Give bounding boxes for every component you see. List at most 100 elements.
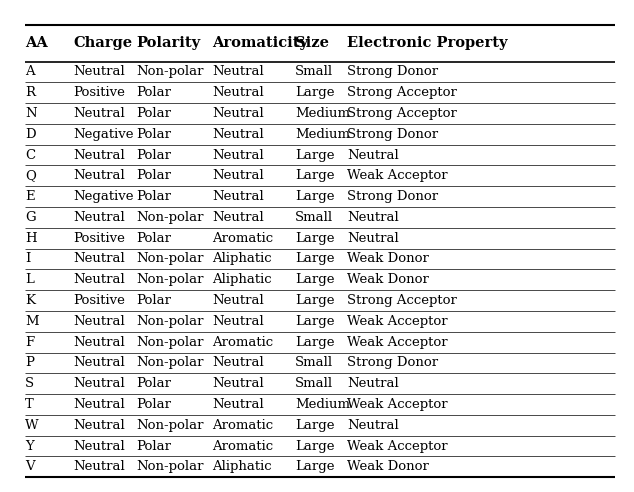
Text: Non-polar: Non-polar: [136, 273, 204, 286]
Text: K: K: [25, 294, 36, 307]
Text: Large: Large: [295, 439, 334, 453]
Text: Medium: Medium: [295, 107, 350, 120]
Text: Polarity: Polarity: [136, 36, 200, 50]
Text: Neutral: Neutral: [212, 398, 264, 411]
Text: Non-polar: Non-polar: [136, 211, 204, 224]
Text: Neutral: Neutral: [347, 232, 399, 245]
Text: Medium: Medium: [295, 128, 350, 141]
Text: Negative: Negative: [73, 128, 133, 141]
Text: Non-polar: Non-polar: [136, 252, 204, 266]
Text: Small: Small: [295, 377, 333, 390]
Text: Small: Small: [295, 356, 333, 369]
Text: Neutral: Neutral: [73, 252, 125, 266]
Text: Non-polar: Non-polar: [136, 419, 204, 432]
Text: M: M: [25, 315, 39, 328]
Text: P: P: [25, 356, 34, 369]
Text: Weak Acceptor: Weak Acceptor: [347, 315, 448, 328]
Text: Small: Small: [295, 65, 333, 78]
Text: Large: Large: [295, 169, 334, 183]
Text: Non-polar: Non-polar: [136, 65, 204, 78]
Text: C: C: [25, 149, 36, 161]
Text: Neutral: Neutral: [212, 86, 264, 99]
Text: Polar: Polar: [136, 294, 171, 307]
Text: Aromaticity: Aromaticity: [212, 36, 308, 50]
Text: Y: Y: [25, 439, 34, 453]
Text: Q: Q: [25, 169, 36, 183]
Text: Neutral: Neutral: [73, 398, 125, 411]
Text: Polar: Polar: [136, 377, 171, 390]
Text: Polar: Polar: [136, 107, 171, 120]
Text: Weak Acceptor: Weak Acceptor: [347, 398, 448, 411]
Text: Large: Large: [295, 294, 334, 307]
Text: Strong Donor: Strong Donor: [347, 190, 439, 203]
Text: T: T: [25, 398, 34, 411]
Text: Polar: Polar: [136, 190, 171, 203]
Text: E: E: [25, 190, 35, 203]
Text: Large: Large: [295, 252, 334, 266]
Text: Neutral: Neutral: [212, 294, 264, 307]
Text: Medium: Medium: [295, 398, 350, 411]
Text: Strong Donor: Strong Donor: [347, 128, 439, 141]
Text: Neutral: Neutral: [73, 273, 125, 286]
Text: Negative: Negative: [73, 190, 133, 203]
Text: Size: Size: [295, 36, 329, 50]
Text: Polar: Polar: [136, 86, 171, 99]
Text: Polar: Polar: [136, 149, 171, 161]
Text: Neutral: Neutral: [212, 315, 264, 328]
Text: Aromatic: Aromatic: [212, 336, 273, 349]
Text: Large: Large: [295, 336, 334, 349]
Text: Large: Large: [295, 315, 334, 328]
Text: Aromatic: Aromatic: [212, 232, 273, 245]
Text: Large: Large: [295, 149, 334, 161]
Text: Aliphatic: Aliphatic: [212, 461, 272, 473]
Text: G: G: [25, 211, 36, 224]
Text: Large: Large: [295, 86, 334, 99]
Text: Neutral: Neutral: [73, 461, 125, 473]
Text: Non-polar: Non-polar: [136, 315, 204, 328]
Text: Neutral: Neutral: [73, 169, 125, 183]
Text: Positive: Positive: [73, 232, 125, 245]
Text: Weak Acceptor: Weak Acceptor: [347, 439, 448, 453]
Text: Polar: Polar: [136, 169, 171, 183]
Text: Positive: Positive: [73, 86, 125, 99]
Text: I: I: [25, 252, 30, 266]
Text: Neutral: Neutral: [347, 377, 399, 390]
Text: Neutral: Neutral: [73, 211, 125, 224]
Text: Aliphatic: Aliphatic: [212, 273, 272, 286]
Text: Non-polar: Non-polar: [136, 461, 204, 473]
Text: Weak Donor: Weak Donor: [347, 273, 429, 286]
Text: L: L: [25, 273, 34, 286]
Text: Strong Acceptor: Strong Acceptor: [347, 107, 457, 120]
Text: Large: Large: [295, 232, 334, 245]
Text: Neutral: Neutral: [73, 149, 125, 161]
Text: Neutral: Neutral: [212, 377, 264, 390]
Text: Neutral: Neutral: [212, 356, 264, 369]
Text: Positive: Positive: [73, 294, 125, 307]
Text: AA: AA: [25, 36, 48, 50]
Text: S: S: [25, 377, 34, 390]
Text: Weak Acceptor: Weak Acceptor: [347, 336, 448, 349]
Text: Neutral: Neutral: [347, 419, 399, 432]
Text: Neutral: Neutral: [212, 149, 264, 161]
Text: Neutral: Neutral: [73, 65, 125, 78]
Text: R: R: [25, 86, 36, 99]
Text: Small: Small: [295, 211, 333, 224]
Text: Strong Acceptor: Strong Acceptor: [347, 294, 457, 307]
Text: Aromatic: Aromatic: [212, 419, 273, 432]
Text: Large: Large: [295, 461, 334, 473]
Text: Polar: Polar: [136, 128, 171, 141]
Text: Neutral: Neutral: [73, 356, 125, 369]
Text: Strong Acceptor: Strong Acceptor: [347, 86, 457, 99]
Text: Neutral: Neutral: [212, 107, 264, 120]
Text: Neutral: Neutral: [347, 211, 399, 224]
Text: Neutral: Neutral: [212, 190, 264, 203]
Text: Neutral: Neutral: [212, 211, 264, 224]
Text: Weak Acceptor: Weak Acceptor: [347, 169, 448, 183]
Text: Aliphatic: Aliphatic: [212, 252, 272, 266]
Text: Neutral: Neutral: [73, 439, 125, 453]
Text: Aromatic: Aromatic: [212, 439, 273, 453]
Text: H: H: [25, 232, 37, 245]
Text: Large: Large: [295, 273, 334, 286]
Text: Strong Donor: Strong Donor: [347, 65, 439, 78]
Text: Weak Donor: Weak Donor: [347, 461, 429, 473]
